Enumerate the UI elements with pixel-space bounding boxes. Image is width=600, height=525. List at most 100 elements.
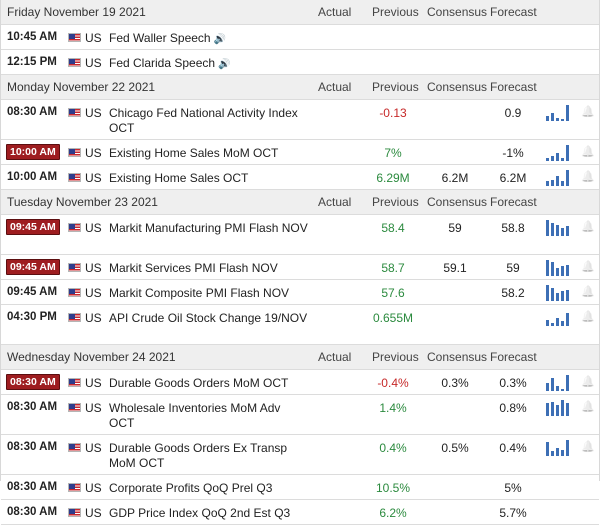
event-country: US <box>85 146 102 160</box>
alert-bell-icon[interactable]: 🔔 <box>581 441 595 453</box>
event-row[interactable]: 08:30 AM US Durable Goods Orders Ex Transp… <box>1 435 599 475</box>
history-sparkline-icon[interactable] <box>546 260 571 276</box>
history-sparkline-icon[interactable] <box>546 220 571 236</box>
event-forecast: 0.3% <box>499 376 527 390</box>
event-name-link[interactable]: Durable Goods Orders MoM OCT <box>109 376 309 391</box>
column-header-forecast[interactable]: Forecast <box>490 195 537 209</box>
event-row[interactable]: 08:30 AM US Corporate Profits QoQ Prel Q3 1… <box>1 475 599 500</box>
event-name-link[interactable]: Fed Waller Speech 🔊 <box>109 31 309 47</box>
event-row[interactable]: 12:15 PM US Fed Clarida Speech 🔊 <box>1 50 599 75</box>
event-row[interactable]: 10:00 AM US Existing Home Sales MoM OCT 7% -… <box>1 140 599 165</box>
event-previous: 58.4 <box>381 221 405 235</box>
column-header-consensus[interactable]: Consensus <box>427 80 488 94</box>
column-header-previous[interactable]: Previous <box>372 80 419 94</box>
event-name: Chicago Fed National Activity Index OCT <box>109 106 298 135</box>
column-header-consensus[interactable]: Consensus <box>427 5 488 19</box>
event-row[interactable]: 09:45 AM US Markit Manufacturing PMI Flash… <box>1 215 599 255</box>
event-name: Existing Home Sales MoM OCT <box>109 146 279 160</box>
column-header-forecast[interactable]: Forecast <box>490 5 537 19</box>
event-name: Corporate Profits QoQ Prel Q3 <box>109 481 273 495</box>
event-forecast: 0.8% <box>499 401 527 415</box>
history-sparkline-icon[interactable] <box>546 105 571 121</box>
event-previous: 10.5% <box>375 481 411 495</box>
history-sparkline-icon[interactable] <box>546 375 571 391</box>
column-header-previous[interactable]: Previous <box>372 5 419 19</box>
event-row[interactable]: 08:30 AM US Wholesale Inventories MoM Adv … <box>1 395 599 435</box>
history-sparkline-icon[interactable] <box>546 440 571 456</box>
event-name: Markit Services PMI Flash NOV <box>109 261 278 275</box>
sparkline-bar <box>546 158 549 161</box>
event-country: US <box>85 31 102 45</box>
event-time: 08:30 AM <box>7 401 58 413</box>
sparkline-bar <box>546 442 549 456</box>
event-country: US <box>85 261 102 275</box>
event-name-link[interactable]: Fed Clarida Speech 🔊 <box>109 56 309 72</box>
event-name: Markit Manufacturing PMI Flash NOV <box>109 221 308 235</box>
column-header-consensus[interactable]: Consensus <box>427 350 488 364</box>
column-header-consensus[interactable]: Consensus <box>427 195 488 209</box>
event-forecast: 0.4% <box>499 441 527 455</box>
event-name-link[interactable]: Durable Goods Orders Ex Transp MoM OCT <box>109 441 309 471</box>
event-row[interactable]: 09:45 AM US Markit Services PMI Flash NOV 5… <box>1 255 599 280</box>
sparkline-bar <box>546 181 549 186</box>
alert-bell-icon[interactable]: 🔔 <box>581 106 595 118</box>
sparkline-bar <box>556 386 559 391</box>
alert-bell-icon[interactable]: 🔔 <box>581 401 595 413</box>
event-previous: 6.29M <box>376 171 410 185</box>
event-row[interactable]: 08:30 AM US GDP Price Index QoQ 2nd Est Q3… <box>1 500 599 525</box>
alert-bell-icon[interactable]: 🔔 <box>581 261 595 273</box>
column-header-previous[interactable]: Previous <box>372 350 419 364</box>
alert-bell-icon[interactable]: 🔔 <box>581 286 595 298</box>
column-header-previous[interactable]: Previous <box>372 195 419 209</box>
us-flag-icon <box>68 378 81 387</box>
alert-bell-icon[interactable]: 🔔 <box>581 376 595 388</box>
alert-bell-icon[interactable]: 🔔 <box>581 311 595 323</box>
column-header-actual[interactable]: Actual <box>318 195 352 209</box>
us-flag-icon <box>68 148 81 157</box>
event-name-link[interactable]: Existing Home Sales OCT <box>109 171 309 186</box>
event-name-link[interactable]: Existing Home Sales MoM OCT <box>109 146 309 161</box>
event-country: US <box>85 441 102 455</box>
event-row[interactable]: 10:45 AM US Fed Waller Speech 🔊 <box>1 25 599 50</box>
alert-bell-icon[interactable]: 🔔 <box>581 221 595 233</box>
event-name-link[interactable]: Chicago Fed National Activity Index OCT <box>109 106 309 136</box>
event-name-link[interactable]: Wholesale Inventories MoM Adv OCT <box>109 401 309 431</box>
sparkline-bar <box>551 262 554 276</box>
column-header-forecast[interactable]: Forecast <box>490 80 537 94</box>
event-row[interactable]: 08:30 AM US Chicago Fed National Activity … <box>1 100 599 140</box>
alert-bell-icon[interactable]: 🔔 <box>581 146 595 158</box>
history-sparkline-icon[interactable] <box>546 170 571 186</box>
event-name-link[interactable]: API Crude Oil Stock Change 19/NOV <box>109 311 309 326</box>
event-row[interactable]: 09:45 AM US Markit Composite PMI Flash NOV… <box>1 280 599 305</box>
history-sparkline-icon[interactable] <box>546 400 571 416</box>
event-forecast: 58.8 <box>501 221 525 235</box>
event-name-link[interactable]: GDP Price Index QoQ 2nd Est Q3 <box>109 506 309 521</box>
event-name-link[interactable]: Markit Manufacturing PMI Flash NOV <box>109 221 309 236</box>
event-row[interactable]: 04:30 PM US API Crude Oil Stock Change 19/… <box>1 305 599 345</box>
sparkline-bar <box>561 291 564 301</box>
column-header-actual[interactable]: Actual <box>318 350 352 364</box>
sparkline-bar <box>546 320 549 326</box>
sparkline-bar <box>561 400 564 416</box>
event-name: Fed Clarida Speech <box>109 56 216 70</box>
alert-bell-icon[interactable]: 🔔 <box>581 171 595 183</box>
event-name-link[interactable]: Markit Services PMI Flash NOV <box>109 261 309 276</box>
event-previous: 6.2% <box>379 506 407 520</box>
column-header-actual[interactable]: Actual <box>318 80 352 94</box>
event-time: 08:30 AM <box>7 441 58 453</box>
event-name-link[interactable]: Corporate Profits QoQ Prel Q3 <box>109 481 309 496</box>
event-previous: 0.655M <box>372 311 414 325</box>
event-row[interactable]: 08:30 AM US Durable Goods Orders MoM OCT -0… <box>1 370 599 395</box>
column-header-actual[interactable]: Actual <box>318 5 352 19</box>
event-consensus: 59.1 <box>443 261 467 275</box>
column-header-forecast[interactable]: Forecast <box>490 350 537 364</box>
event-name-link[interactable]: Markit Composite PMI Flash NOV <box>109 286 309 301</box>
day-header: Friday November 19 2021 Actual Previous Con… <box>1 0 599 25</box>
history-sparkline-icon[interactable] <box>546 145 571 161</box>
event-row[interactable]: 10:00 AM US Existing Home Sales OCT 6.29M 6.… <box>1 165 599 190</box>
history-sparkline-icon[interactable] <box>546 310 571 326</box>
event-name: Durable Goods Orders MoM OCT <box>109 376 289 390</box>
history-sparkline-icon[interactable] <box>546 285 571 301</box>
sparkline-bar <box>566 170 569 186</box>
event-name: API Crude Oil Stock Change 19/NOV <box>109 311 308 325</box>
